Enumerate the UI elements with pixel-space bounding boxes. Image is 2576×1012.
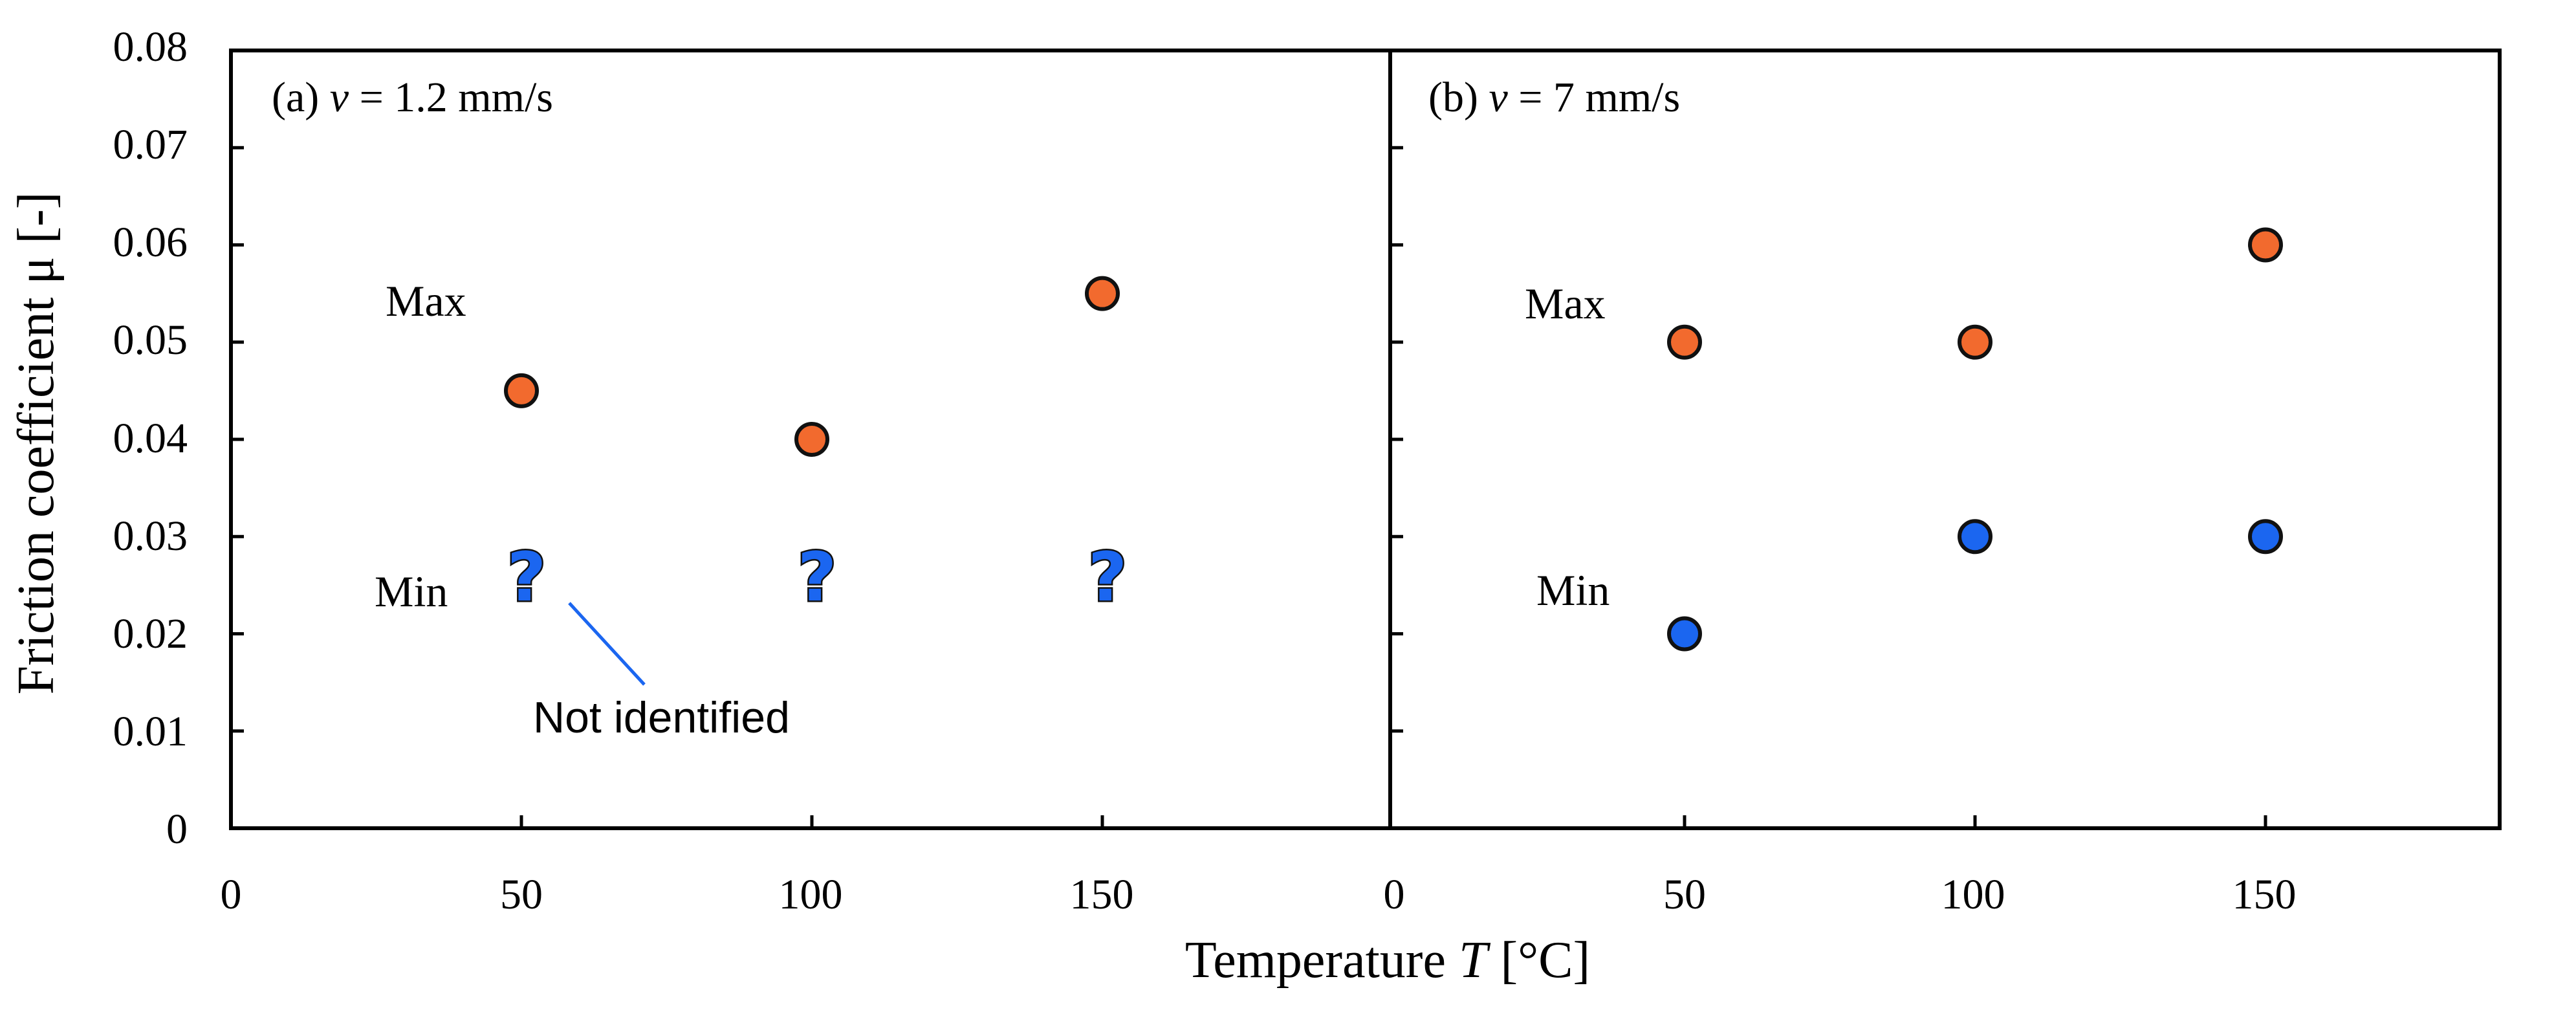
max-point (2248, 227, 2283, 263)
unidentified-marker: ? (507, 538, 546, 617)
y-tick-label: 0.05 (113, 316, 188, 364)
x-tick-label: 50 (1663, 871, 1706, 918)
panel-b-title-prefix: (b) (1428, 74, 1489, 121)
panel-a-title-suffix: = 1.2 mm/s (349, 74, 553, 121)
y-tick-label: 0 (166, 806, 188, 853)
x-axis-title-suffix: [°C] (1487, 932, 1590, 989)
y-tick-label: 0.01 (113, 708, 188, 755)
tick-marks (231, 49, 2267, 830)
y-tick-label: 0.08 (113, 23, 188, 71)
x-tick-label: 100 (779, 871, 843, 918)
annotation-not-identified: Not identified (533, 693, 790, 742)
min-point (1958, 519, 1992, 555)
min-point (1667, 616, 1702, 652)
x-tick-labels-panel-b: 0 50 100 150 (1384, 871, 2297, 918)
max-point (1085, 276, 1120, 311)
unidentified-marker: ? (1088, 538, 1127, 617)
y-tick-label: 0.06 (113, 219, 188, 266)
max-point (1958, 324, 1992, 360)
x-tick-label: 0 (221, 871, 242, 918)
x-tick-label: 50 (500, 871, 543, 918)
x-tick-labels-panel-a: 0 50 100 150 (221, 871, 1134, 918)
y-axis-title: Friction coefficient μ [-] (8, 192, 65, 695)
panel-a-title-prefix: (a) (272, 74, 330, 121)
max-point (504, 373, 539, 408)
x-axis-title-prefix: Temperature (1185, 932, 1459, 989)
x-axis-title: Temperature T [°C] (1185, 932, 1590, 989)
x-tick-label: 100 (1941, 871, 2005, 918)
annotation-pointer-line (568, 602, 646, 686)
max-point (1667, 324, 1702, 360)
x-tick-label: 0 (1384, 871, 1405, 918)
panel-b-title-suffix: = 7 mm/s (1508, 74, 1680, 121)
min-point (2248, 519, 2283, 555)
panel-a-min-label: Min (375, 567, 448, 616)
unidentified-marker: ? (798, 538, 836, 617)
y-tick-label: 0.07 (113, 121, 188, 168)
y-tick-label: 0.02 (113, 610, 188, 657)
panel-b-title-var: v (1489, 74, 1508, 121)
data-markers: ??? (504, 227, 2283, 652)
x-tick-label: 150 (1070, 871, 1134, 918)
max-point (794, 422, 829, 457)
y-tick-labels: 0 0.01 0.02 0.03 0.04 0.05 0.06 0.07 0.0… (113, 23, 188, 853)
y-tick-label: 0.04 (113, 415, 188, 462)
x-axis-title-var: T (1459, 932, 1491, 989)
panel-b-max-label: Max (1525, 279, 1606, 328)
panel-b-title: (b) v = 7 mm/s (1428, 74, 1680, 121)
panel-b-min-label: Min (1536, 566, 1610, 615)
panel-a-title-var: v (330, 74, 349, 121)
x-tick-label: 150 (2232, 871, 2297, 918)
panel-a-title: (a) v = 1.2 mm/s (272, 74, 553, 121)
panel-a-max-label: Max (386, 276, 466, 325)
y-tick-label: 0.03 (113, 512, 188, 560)
